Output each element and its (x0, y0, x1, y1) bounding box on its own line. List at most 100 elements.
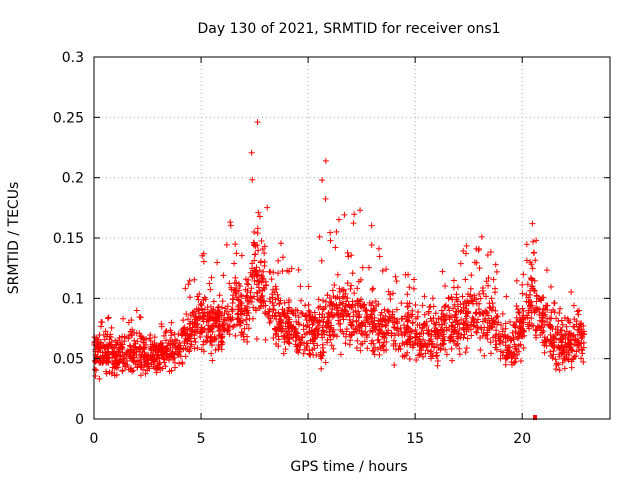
data-point (473, 309, 480, 316)
data-point (371, 344, 378, 351)
data-point (412, 302, 419, 309)
data-point (421, 311, 428, 318)
data-point (275, 343, 282, 350)
data-point (162, 329, 169, 336)
data-point (312, 332, 319, 339)
data-point (171, 331, 178, 338)
data-point (355, 323, 362, 330)
data-point (270, 269, 277, 276)
data-point (297, 339, 304, 346)
data-point (255, 247, 262, 254)
data-point (487, 350, 494, 357)
data-point (338, 307, 345, 314)
data-point (125, 335, 132, 342)
data-point (371, 305, 378, 312)
data-point (405, 309, 412, 316)
data-point (578, 355, 585, 362)
data-point (394, 325, 401, 332)
data-point (322, 157, 329, 164)
data-point (148, 345, 155, 352)
data-point (266, 306, 273, 313)
data-point (170, 350, 177, 357)
data-point (414, 313, 421, 320)
data-point (414, 322, 421, 329)
data-point (252, 268, 259, 275)
data-point (492, 261, 499, 268)
data-point (109, 364, 116, 371)
data-point (283, 334, 290, 341)
data-point (575, 311, 582, 318)
data-point (566, 330, 573, 337)
data-point (390, 324, 397, 330)
data-point (213, 310, 220, 317)
data-point (235, 315, 242, 322)
data-point (285, 268, 292, 275)
data-point (318, 355, 325, 362)
data-point (427, 303, 434, 310)
data-point (513, 303, 520, 310)
data-point (381, 306, 388, 313)
data-point (389, 290, 396, 297)
data-point (537, 324, 544, 331)
data-point (421, 340, 428, 347)
data-point (227, 317, 234, 324)
data-point (449, 319, 456, 326)
data-point (434, 362, 441, 369)
data-point (315, 296, 322, 303)
data-point (410, 285, 417, 292)
data-point (329, 302, 336, 309)
data-point (218, 331, 225, 338)
data-point (446, 307, 453, 314)
data-point (334, 294, 341, 301)
data-point (191, 276, 198, 283)
data-point (159, 365, 166, 372)
data-point (245, 298, 252, 305)
data-point (365, 264, 372, 271)
data-point (570, 323, 577, 330)
data-point (404, 318, 411, 325)
data-point (233, 279, 240, 286)
data-point (315, 322, 322, 329)
data-point (347, 337, 354, 344)
data-point (231, 287, 238, 294)
data-point (307, 311, 314, 318)
data-point (207, 338, 214, 345)
data-point (380, 342, 387, 349)
data-point (581, 331, 588, 338)
data-point (252, 268, 259, 275)
data-point (377, 311, 384, 318)
data-point (462, 349, 469, 356)
data-point (205, 322, 212, 329)
data-point (140, 354, 147, 361)
data-point (288, 265, 295, 272)
data-point (242, 295, 249, 302)
data-point (526, 319, 533, 326)
data-point (91, 366, 98, 373)
data-point (368, 241, 375, 248)
data-point (548, 309, 555, 316)
data-point (280, 350, 287, 357)
data-point (527, 259, 534, 266)
data-point (537, 296, 544, 303)
data-point (411, 276, 418, 283)
data-point (404, 349, 411, 356)
data-point (136, 344, 143, 351)
data-point (442, 304, 449, 311)
data-point (462, 276, 469, 283)
data-point (362, 308, 369, 315)
data-point (168, 332, 175, 339)
data-point (490, 276, 497, 283)
data-point (130, 349, 137, 356)
data-point (113, 371, 120, 378)
data-point (363, 315, 370, 322)
x-tick-label: 5 (197, 431, 206, 447)
data-point (179, 359, 186, 366)
data-point (322, 322, 329, 329)
data-point (407, 341, 414, 348)
data-point (526, 298, 533, 305)
data-point (571, 316, 578, 323)
data-point (561, 314, 568, 321)
data-point (241, 310, 248, 317)
data-point (316, 233, 323, 240)
data-point (523, 257, 530, 264)
